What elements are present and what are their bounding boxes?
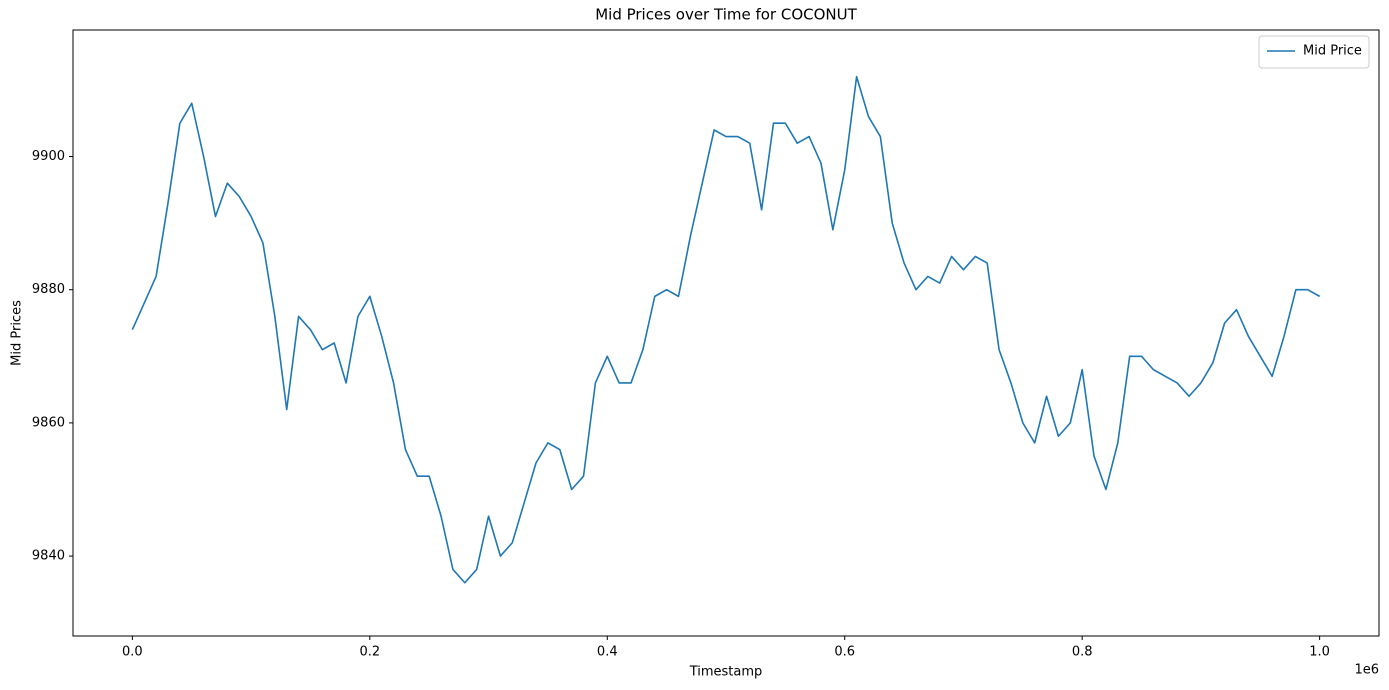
x-tick-label: 0.0	[122, 645, 143, 660]
x-axis-label: Timestamp	[689, 665, 763, 680]
y-tick-label: 9860	[32, 415, 65, 430]
x-tick-label: 0.2	[359, 645, 380, 660]
x-offset-text: 1e6	[1354, 663, 1379, 678]
y-tick-label: 9840	[32, 549, 65, 564]
x-tick-label: 0.8	[1072, 645, 1093, 660]
data-line	[131, 75, 1321, 584]
y-tick-label: 9900	[32, 149, 65, 164]
x-tick-label: 0.4	[597, 645, 618, 660]
y-tick-label: 9880	[32, 282, 65, 297]
legend-label: Mid Price	[1303, 44, 1362, 59]
x-tick-label: 1.0	[1309, 645, 1330, 660]
y-axis-label: Mid Prices	[10, 300, 25, 366]
chart-title: Mid Prices over Time for COCONUT	[595, 6, 857, 24]
plot-frame	[72, 29, 1380, 637]
legend-box	[1258, 35, 1370, 69]
x-tick-label: 0.6	[834, 645, 855, 660]
